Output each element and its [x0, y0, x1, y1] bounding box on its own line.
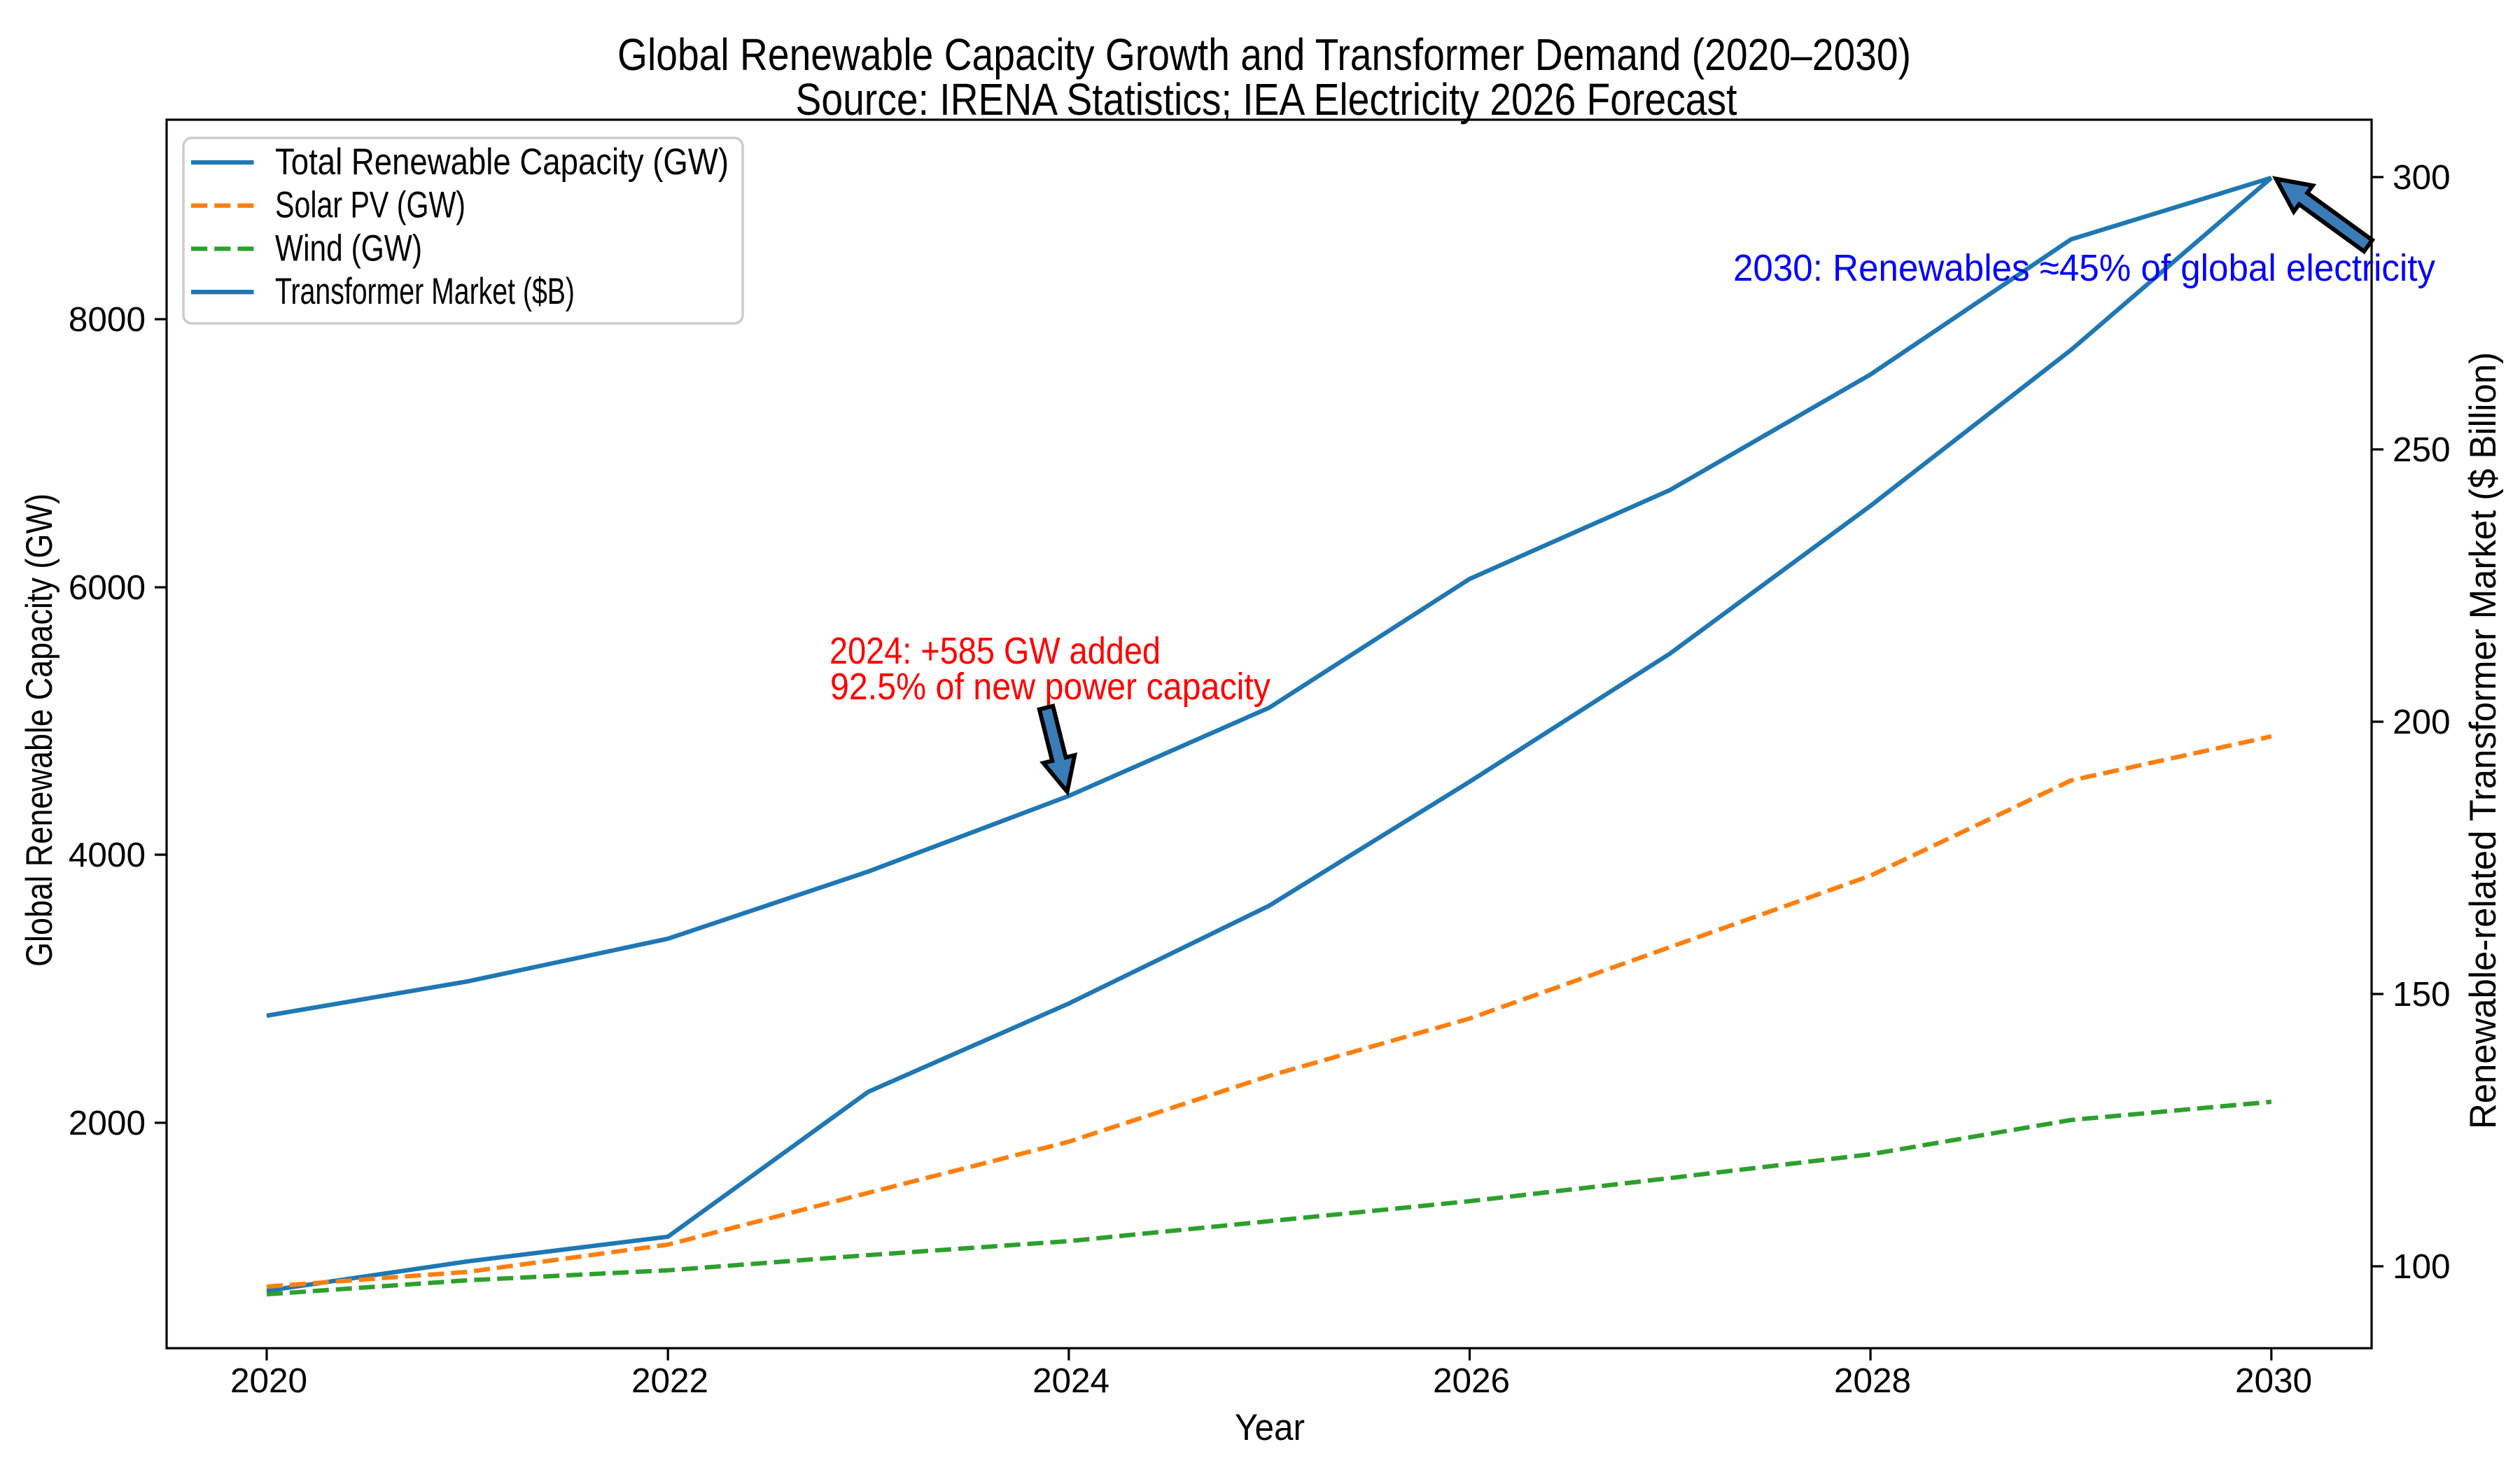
svg-text:4000: 4000 — [69, 836, 146, 874]
svg-text:150: 150 — [2393, 975, 2451, 1014]
svg-text:300: 300 — [2393, 158, 2451, 197]
svg-text:Year: Year — [1235, 1407, 1305, 1448]
svg-text:Wind (GW): Wind (GW) — [275, 227, 422, 269]
svg-text:200: 200 — [2393, 703, 2451, 741]
svg-text:100: 100 — [2393, 1247, 2451, 1286]
svg-text:92.5% of new power capacity: 92.5% of new power capacity — [830, 666, 1270, 708]
svg-text:2030: Renewables ≈45% of globa: 2030: Renewables ≈45% of global electric… — [1733, 247, 2435, 289]
svg-text:6000: 6000 — [69, 568, 146, 607]
svg-text:2020: 2020 — [230, 1362, 307, 1400]
svg-text:Total Renewable Capacity (GW): Total Renewable Capacity (GW) — [275, 141, 729, 183]
svg-text:Renewable-related Transformer: Renewable-related Transformer Market ($ … — [2463, 352, 2504, 1129]
svg-text:2026: 2026 — [1433, 1362, 1510, 1400]
svg-text:Source: IRENA Statistics; IEA: Source: IRENA Statistics; IEA Electricit… — [796, 74, 1737, 125]
svg-text:Global Renewable Capacity Grow: Global Renewable Capacity Growth and Tra… — [617, 29, 1911, 80]
svg-text:Solar PV (GW): Solar PV (GW) — [275, 185, 465, 226]
svg-text:2000: 2000 — [69, 1104, 146, 1142]
svg-text:2028: 2028 — [1834, 1362, 1911, 1400]
svg-text:Global Renewable Capacity (GW): Global Renewable Capacity (GW) — [19, 493, 60, 967]
svg-text:2024: +585 GW added: 2024: +585 GW added — [830, 630, 1161, 672]
svg-text:8000: 8000 — [69, 300, 146, 339]
svg-text:2030: 2030 — [2235, 1362, 2312, 1400]
svg-text:2024: 2024 — [1032, 1362, 1110, 1400]
svg-text:250: 250 — [2393, 430, 2451, 469]
svg-text:2022: 2022 — [631, 1362, 708, 1400]
svg-text:Transformer Market ($B): Transformer Market ($B) — [275, 271, 575, 312]
